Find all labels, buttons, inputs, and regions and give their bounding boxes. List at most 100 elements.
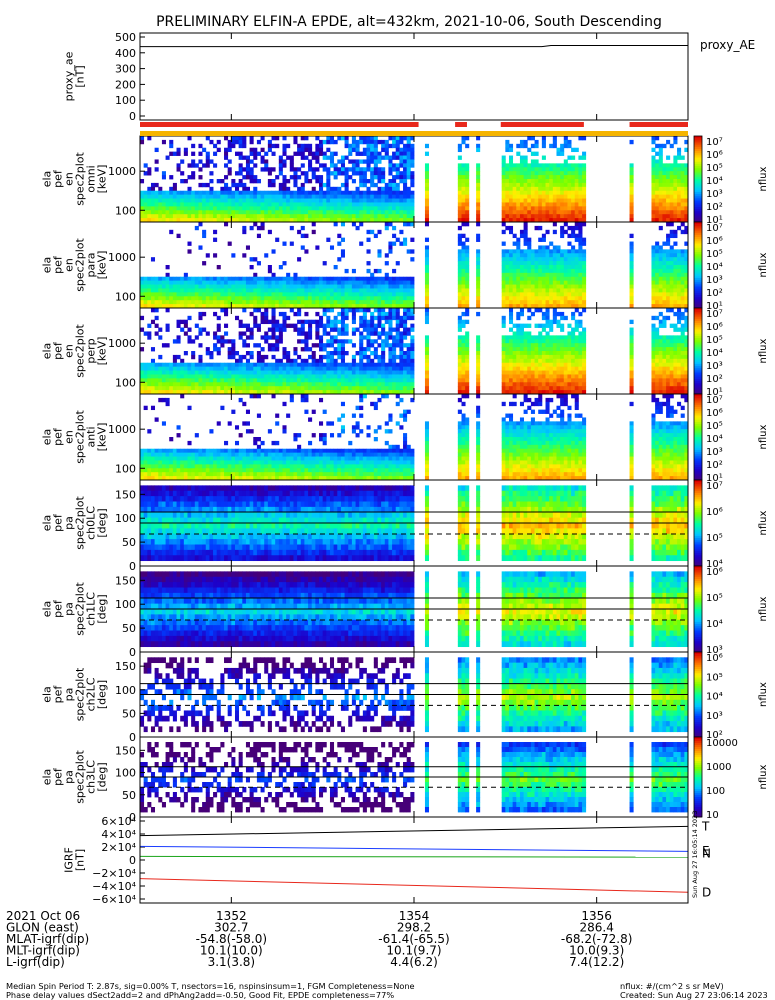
heatmap-cell [666, 265, 671, 270]
heatmap-cell [348, 194, 353, 199]
heatmap-cell [245, 362, 250, 368]
heatmap-cell [140, 378, 145, 383]
heatmap-cell [161, 218, 166, 223]
heatmap-cell [370, 280, 375, 285]
heatmap-cell [465, 179, 470, 184]
heatmap-cell [399, 347, 404, 352]
heatmap-cell [308, 202, 313, 207]
heatmap-cell [165, 343, 170, 348]
heatmap-cell [629, 300, 634, 305]
heatmap-cell [267, 362, 272, 368]
heatmap-cell [538, 218, 543, 223]
heatmap-cell [231, 339, 236, 344]
heatmap-cell [337, 186, 342, 192]
heatmap-cell [267, 296, 272, 301]
heatmap-cell [677, 202, 682, 207]
heatmap-cell [655, 327, 660, 332]
heatmap-cell [191, 284, 196, 289]
heatmap-cell [333, 276, 338, 282]
heatmap-cell [322, 390, 327, 395]
heatmap-cell [392, 241, 397, 246]
heatmap-cell [461, 280, 466, 285]
heatmap-cell [359, 347, 364, 352]
heatmap-cell [198, 343, 203, 348]
heatmap-cell [651, 331, 656, 336]
heatmap-cell [552, 245, 557, 250]
heatmap-cell [300, 292, 305, 297]
heatmap-cell [224, 194, 229, 199]
heatmap-cell [519, 265, 524, 270]
heatmap-cell [326, 304, 331, 309]
heatmap-cell [370, 315, 375, 321]
heatmap-cell [373, 292, 378, 297]
heatmap-cell [242, 175, 247, 180]
heatmap-cell [359, 210, 364, 215]
heatmap-cell [344, 139, 349, 145]
heatmap-cell [377, 175, 382, 180]
heatmap-cell [315, 136, 320, 141]
heatmap-cell [293, 151, 298, 156]
heatmap-cell [304, 190, 309, 196]
heatmap-cell [245, 370, 250, 375]
heatmap-cell [355, 288, 360, 293]
heatmap-cell [271, 284, 276, 289]
heatmap-cell [278, 378, 283, 383]
heatmap-cell [366, 190, 371, 196]
heatmap-cell [264, 370, 269, 375]
heatmap-cell [340, 319, 345, 325]
heatmap-cell [669, 202, 674, 207]
heatmap-cell [410, 136, 415, 141]
heatmap-cell [183, 386, 188, 391]
heatmap-cell [501, 339, 506, 344]
heatmap-cell [534, 253, 539, 258]
heatmap-cell [344, 339, 349, 344]
heatmap-cell [154, 300, 159, 305]
heatmap-cell [194, 284, 199, 289]
heatmap-cell [337, 202, 342, 207]
heatmap-cell [563, 354, 568, 360]
heatmap-cell [329, 139, 335, 145]
heatmap-cell [143, 292, 148, 297]
heatmap-cell [582, 296, 587, 301]
heatmap-cell [461, 276, 466, 282]
heatmap-cell [406, 194, 411, 199]
heatmap-cell [508, 179, 514, 184]
heatmap-cell [395, 214, 400, 219]
heatmap-cell [351, 139, 356, 145]
heatmap-cell [194, 288, 199, 293]
heatmap-cell [348, 362, 353, 368]
heatmap-cell [523, 171, 528, 176]
heatmap-cell [538, 323, 543, 328]
heatmap-cell [216, 351, 221, 356]
heatmap-cell [673, 179, 678, 184]
heatmap-cell [516, 280, 521, 285]
heatmap-cell [508, 214, 514, 219]
heatmap-cell [161, 288, 166, 293]
heatmap-cell [256, 139, 261, 145]
heatmap-cell [329, 378, 335, 383]
heatmap-cell [304, 366, 309, 371]
heatmap-cell [176, 202, 181, 207]
heatmap-cell [578, 155, 583, 160]
heatmap-cell [560, 214, 565, 219]
heatmap-cell [563, 272, 568, 278]
heatmap-cell [501, 354, 506, 360]
heatmap-cell [333, 171, 338, 176]
heatmap-cell [556, 214, 561, 219]
heatmap-cell [304, 179, 309, 184]
heatmap-cell [297, 331, 302, 336]
heatmap-cell [545, 253, 550, 258]
heatmap-cell [348, 370, 353, 375]
heatmap-cell [560, 198, 565, 203]
colorbar-cell [694, 136, 702, 139]
heatmap-cell [180, 362, 185, 368]
heatmap-cell [370, 339, 375, 344]
heatmap-cell [538, 351, 543, 356]
heatmap-cell [505, 175, 510, 180]
heatmap-cell [552, 186, 557, 192]
heatmap-cell [552, 374, 557, 379]
heatmap-cell [326, 339, 331, 344]
heatmap-cell [198, 362, 203, 368]
heatmap-cell [655, 179, 660, 184]
heatmap-cell [329, 214, 335, 219]
